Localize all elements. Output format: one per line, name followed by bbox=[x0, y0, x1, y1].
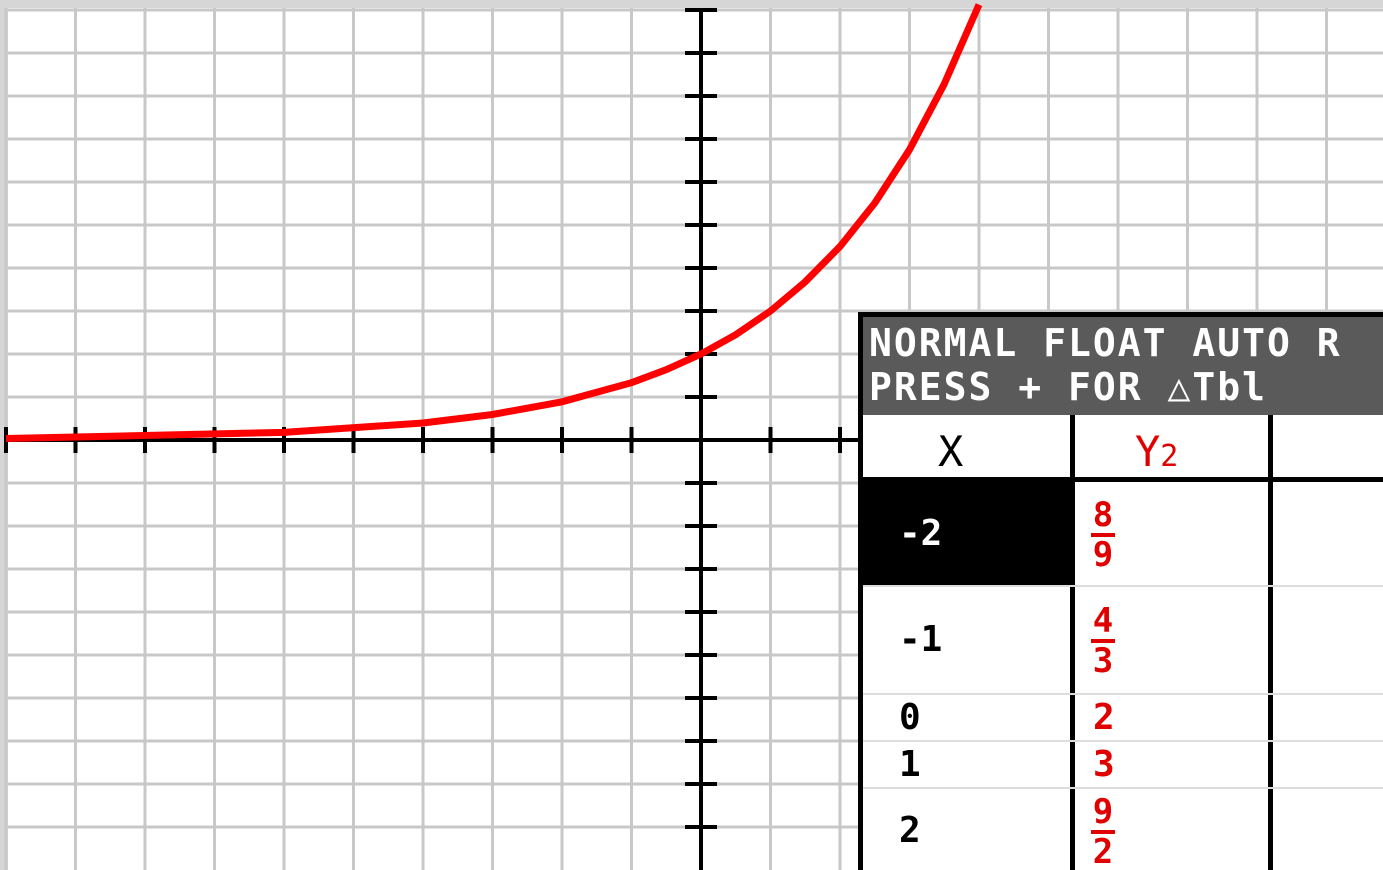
status-bar: NORMAL FLOAT AUTO R PRESS + FOR △Tbl bbox=[863, 317, 1383, 415]
row-rule bbox=[863, 585, 1383, 587]
row-rule bbox=[863, 740, 1383, 742]
denominator: 3 bbox=[1093, 644, 1113, 678]
x-cell: 2 bbox=[899, 810, 921, 851]
status-line: NORMAL FLOAT AUTO R bbox=[869, 321, 1383, 365]
column-header: Y2 bbox=[1135, 427, 1178, 476]
column-divider bbox=[1268, 415, 1273, 870]
calculator-screen: NORMAL FLOAT AUTO R PRESS + FOR △Tbl X Y… bbox=[0, 0, 1383, 870]
y-cell: 2 bbox=[1093, 697, 1115, 738]
table-panel: NORMAL FLOAT AUTO R PRESS + FOR △Tbl X Y… bbox=[858, 312, 1383, 870]
numerator: 8 bbox=[1093, 498, 1113, 532]
x-cell: 0 bbox=[899, 697, 921, 738]
numerator: 4 bbox=[1093, 604, 1113, 638]
x-cell: -2 bbox=[899, 513, 942, 554]
x-cell: -1 bbox=[899, 619, 942, 660]
row-rule bbox=[863, 693, 1383, 695]
column-divider bbox=[1070, 415, 1075, 870]
y-cell: 3 bbox=[1093, 744, 1115, 785]
numerator: 9 bbox=[1093, 795, 1113, 829]
denominator: 9 bbox=[1093, 538, 1113, 572]
column-subscript: 2 bbox=[1160, 439, 1178, 474]
status-hint: PRESS + FOR △Tbl bbox=[869, 365, 1383, 409]
denominator: 2 bbox=[1093, 835, 1113, 869]
column-header: X bbox=[938, 427, 963, 476]
row-rule bbox=[863, 787, 1383, 789]
column-name: Y bbox=[1135, 427, 1160, 476]
selected-cell bbox=[863, 482, 1070, 587]
x-cell: 1 bbox=[899, 744, 921, 785]
